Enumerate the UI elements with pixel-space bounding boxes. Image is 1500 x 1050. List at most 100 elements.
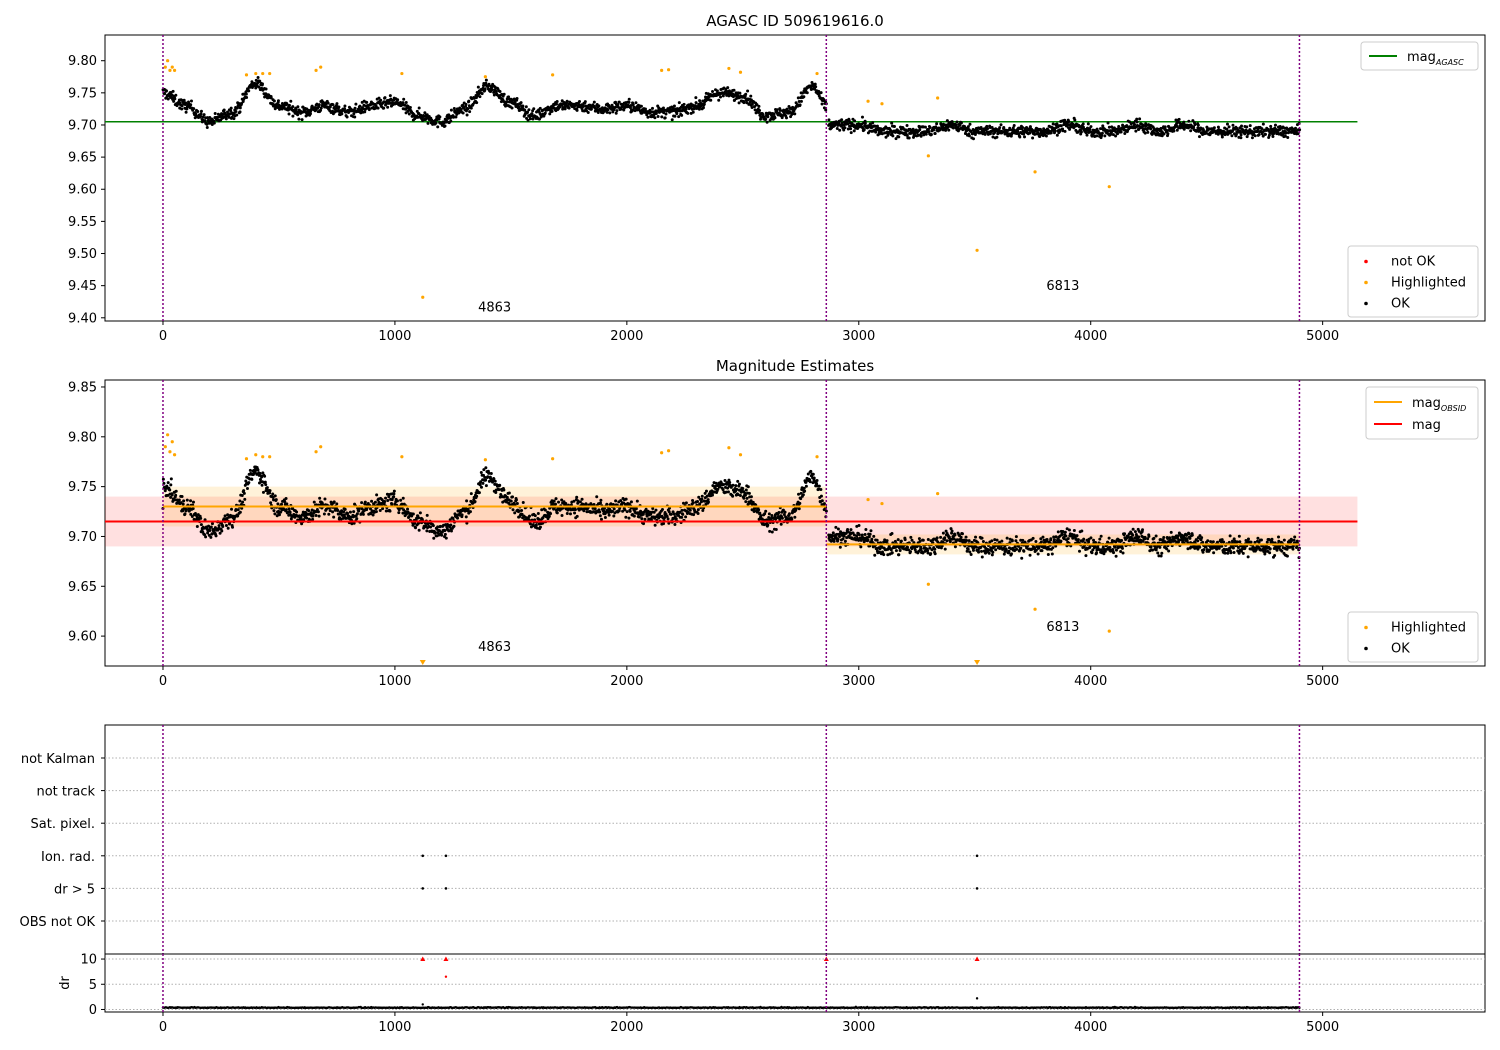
- ok-point: [853, 119, 857, 123]
- ok-point: [1119, 130, 1123, 134]
- ok-point: [669, 512, 673, 516]
- ok-point: [1084, 554, 1088, 558]
- ok-point: [331, 109, 335, 113]
- x-tick-label: 4000: [1074, 329, 1107, 344]
- ok-point: [527, 108, 531, 112]
- ok-point: [1147, 534, 1151, 538]
- ok-point: [549, 512, 553, 516]
- ok-point: [598, 501, 602, 505]
- ok-point: [1121, 551, 1125, 555]
- ok-point: [660, 508, 664, 512]
- ok-point: [820, 102, 824, 106]
- ok-point: [812, 476, 816, 480]
- ok-point: [605, 502, 609, 506]
- ok-point: [300, 118, 304, 122]
- ok-point: [1021, 125, 1025, 129]
- ok-point: [764, 117, 768, 121]
- ok-point: [624, 515, 628, 519]
- ok-point: [1072, 528, 1076, 532]
- ok-point: [245, 486, 249, 490]
- ok-point: [1160, 551, 1164, 555]
- ok-point: [1125, 124, 1129, 128]
- ok-point: [643, 517, 647, 521]
- ok-point: [738, 493, 742, 497]
- ok-point: [425, 529, 429, 533]
- ok-point: [238, 110, 242, 114]
- ok-point: [426, 121, 430, 125]
- ok-point: [578, 100, 582, 104]
- ok-point: [1149, 127, 1153, 131]
- ok-point: [933, 547, 937, 551]
- ok-point: [701, 106, 705, 110]
- ok-point: [247, 89, 251, 93]
- ok-point: [550, 109, 554, 113]
- ok-point: [272, 509, 276, 513]
- ok-point: [698, 99, 702, 103]
- ok-point: [1049, 537, 1053, 541]
- ok-point: [521, 500, 525, 504]
- panel-agasc-axes: 0 1000 2000 3000 4000 50009.409.459.509.559.6…: [68, 54, 1339, 344]
- ok-point: [617, 100, 621, 104]
- ok-point: [182, 98, 186, 102]
- ok-point: [335, 109, 339, 113]
- ok-point: [388, 94, 392, 98]
- ok-point: [1028, 131, 1032, 135]
- ok-point: [974, 535, 978, 539]
- ok-point: [740, 95, 744, 99]
- highlighted-point: [166, 59, 170, 63]
- ok-point: [943, 547, 947, 551]
- ok-point: [822, 502, 826, 506]
- ok-point: [212, 121, 216, 125]
- ok-point: [274, 498, 278, 502]
- ok-point: [180, 104, 184, 108]
- ok-point: [905, 545, 909, 549]
- ok-point: [613, 105, 617, 109]
- ok-point: [163, 92, 167, 96]
- ok-point: [890, 551, 894, 555]
- ok-point: [809, 469, 813, 473]
- ok-point: [355, 517, 359, 521]
- ok-point: [958, 123, 962, 127]
- ok-point: [1135, 120, 1139, 124]
- ok-point: [1058, 129, 1062, 133]
- ok-point: [492, 93, 496, 97]
- ok-point: [1230, 134, 1234, 138]
- ok-point: [836, 537, 840, 541]
- ok-point: [1063, 530, 1067, 534]
- ok-point: [392, 495, 396, 499]
- ok-point: [554, 497, 558, 501]
- ok-point: [603, 515, 607, 519]
- ok-point: [608, 111, 612, 115]
- ok-point: [898, 548, 902, 552]
- ok-point: [565, 99, 569, 103]
- ok-point: [374, 510, 378, 514]
- ok-point: [726, 86, 730, 90]
- ok-point: [528, 522, 532, 526]
- ok-point: [353, 115, 357, 119]
- ok-point: [634, 507, 638, 511]
- ok-point: [354, 102, 358, 106]
- ok-point: [383, 499, 387, 503]
- ok-point: [860, 122, 864, 126]
- ok-point: [480, 92, 484, 96]
- ok-point: [235, 113, 239, 117]
- ok-point: [530, 112, 534, 116]
- ok-point: [843, 539, 847, 543]
- ok-point: [1156, 551, 1160, 555]
- ok-point: [348, 510, 352, 514]
- ok-point: [260, 82, 264, 86]
- ok-point: [375, 493, 379, 497]
- ok-point: [736, 93, 740, 97]
- ok-point: [932, 128, 936, 132]
- ok-point: [205, 126, 209, 130]
- ok-point: [859, 545, 863, 549]
- ok-point: [1245, 135, 1249, 139]
- ok-point: [291, 114, 295, 118]
- ok-point: [800, 91, 804, 95]
- ok-point: [261, 490, 265, 494]
- ok-point: [1063, 118, 1067, 122]
- ok-point: [417, 528, 421, 532]
- ok-point: [673, 114, 677, 118]
- ok-point: [265, 486, 269, 490]
- ok-point: [260, 483, 264, 487]
